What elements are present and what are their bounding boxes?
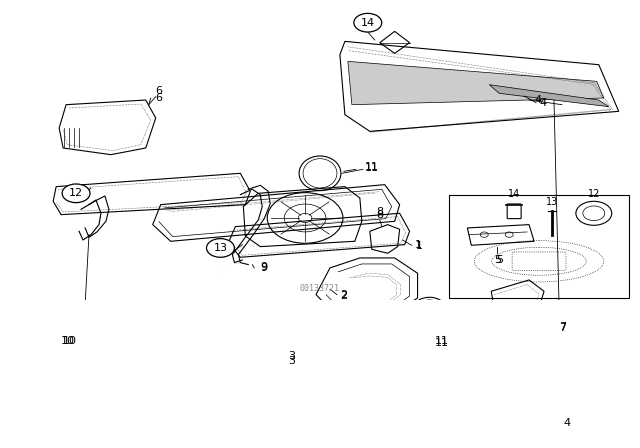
Text: 13: 13 — [546, 197, 558, 207]
Text: 6: 6 — [156, 86, 163, 96]
Text: 1: 1 — [415, 240, 422, 250]
Text: 14: 14 — [361, 18, 375, 28]
Polygon shape — [489, 85, 609, 107]
Text: 4: 4 — [534, 95, 541, 105]
Text: 11: 11 — [435, 336, 449, 346]
Text: 8: 8 — [376, 210, 383, 220]
Bar — [449, 194, 628, 298]
Text: 14: 14 — [508, 190, 520, 199]
Text: 4: 4 — [564, 418, 571, 427]
Circle shape — [62, 184, 90, 202]
Text: 10: 10 — [61, 336, 75, 346]
Text: 10: 10 — [63, 336, 77, 346]
Text: 2: 2 — [340, 289, 347, 300]
Text: 3: 3 — [288, 356, 295, 366]
Circle shape — [354, 13, 381, 32]
Text: 8: 8 — [376, 207, 383, 217]
Text: 11: 11 — [435, 338, 449, 348]
Text: 13: 13 — [213, 243, 227, 253]
Text: 9: 9 — [260, 263, 268, 273]
Text: 7: 7 — [559, 323, 566, 333]
Text: 12: 12 — [69, 188, 83, 198]
Text: 12: 12 — [588, 189, 600, 198]
Text: 7: 7 — [559, 322, 566, 332]
Text: 3: 3 — [288, 351, 295, 361]
Text: 5: 5 — [493, 254, 500, 265]
Polygon shape — [348, 61, 604, 105]
Text: 11: 11 — [365, 162, 379, 172]
Text: 00133721: 00133721 — [300, 284, 340, 293]
Text: 2: 2 — [340, 291, 347, 301]
Text: 1: 1 — [415, 241, 422, 251]
Text: 6: 6 — [156, 93, 163, 103]
Text: 4: 4 — [539, 98, 546, 108]
Text: 5: 5 — [496, 254, 502, 265]
Text: 9: 9 — [260, 262, 268, 271]
Text: 11: 11 — [365, 163, 379, 173]
Circle shape — [207, 239, 234, 257]
